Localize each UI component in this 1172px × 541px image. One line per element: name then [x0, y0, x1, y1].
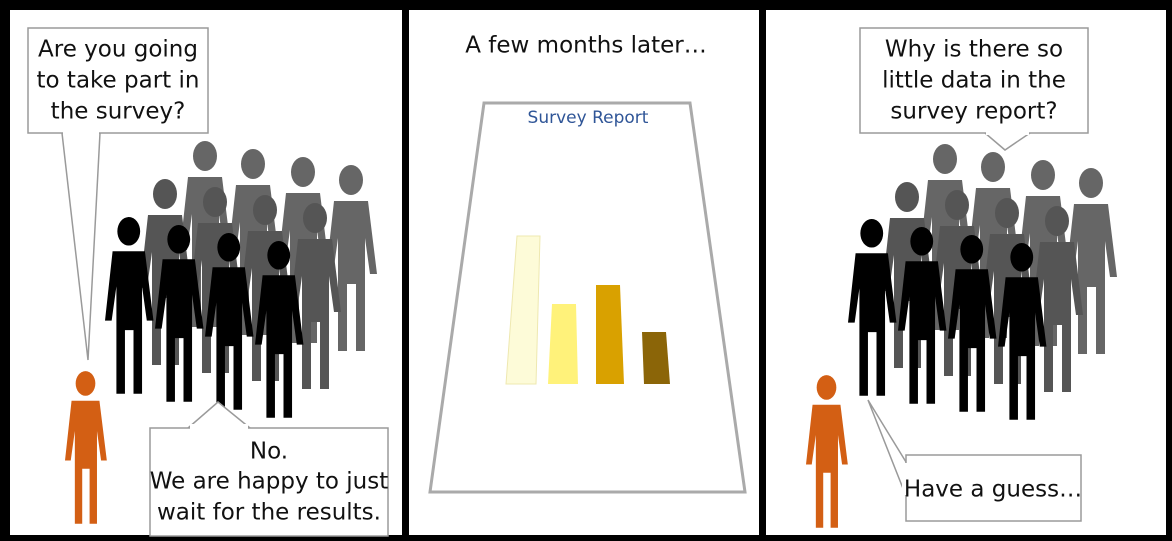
- speech-line: survey report?: [890, 99, 1057, 125]
- report: Survey Report: [428, 101, 747, 494]
- speech-line: to take part in: [37, 68, 200, 94]
- reply-line: No.: [250, 439, 288, 465]
- speech-bubble: Are you going to take part in the survey…: [27, 27, 209, 361]
- reply-line: wait for the results.: [157, 500, 381, 526]
- speech-line: Are you going: [38, 37, 198, 63]
- speech-line: Why is there so: [885, 37, 1063, 63]
- speech-line: little data in the: [882, 68, 1066, 94]
- reply-bubble: No. We are happy to just wait for the re…: [149, 401, 389, 537]
- caption: A few months later…: [465, 33, 706, 59]
- reply-line: We are happy to just: [150, 469, 389, 495]
- speech-bubble: Why is there so little data in the surve…: [859, 27, 1089, 151]
- speech-line: the survey?: [51, 99, 186, 125]
- reply-bubble: Have a guess…: [867, 399, 1082, 522]
- report-title: Survey Report: [528, 108, 649, 128]
- reply-line: Have a guess…: [904, 477, 1082, 503]
